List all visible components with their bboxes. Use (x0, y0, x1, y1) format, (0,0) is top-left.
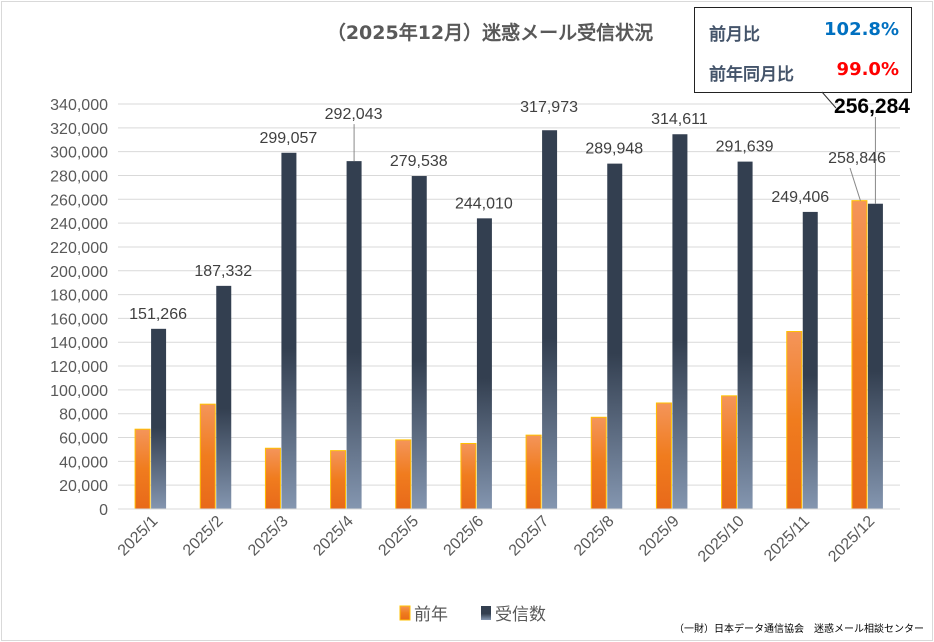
bar-received (346, 161, 362, 509)
legend-label-received: 受信数 (495, 605, 546, 625)
y-tick-label: 100,000 (50, 383, 108, 400)
data-label: 289,948 (585, 141, 643, 158)
bar-received (281, 152, 297, 510)
y-tick-label: 260,000 (50, 192, 108, 209)
x-tick-label: 2025/12 (825, 513, 878, 566)
y-tick-label: 120,000 (50, 359, 108, 376)
bar-received (476, 218, 492, 509)
data-label: 299,057 (259, 130, 317, 147)
y-tick-label: 40,000 (59, 454, 108, 471)
x-tick-label: 2025/10 (695, 513, 748, 566)
bar-received (411, 176, 427, 509)
x-tick-label: 2025/8 (571, 513, 618, 560)
x-tick-label: 2025/1 (115, 513, 162, 560)
bar-prev-year (395, 439, 412, 510)
mom-value: 102.8% (824, 19, 899, 40)
data-label: 279,538 (390, 153, 448, 170)
y-tick-label: 0 (99, 502, 108, 519)
y-tick-label: 80,000 (59, 407, 108, 424)
bar-prev-year (786, 331, 803, 510)
y-tick-label: 320,000 (50, 121, 108, 138)
bar-prev-year (264, 447, 281, 510)
data-label: 291,639 (716, 139, 774, 156)
data-label: 292,043 (325, 106, 383, 123)
bar-prev-year (330, 450, 347, 510)
summary-box: 前月比 102.8% 前年同月比 99.0% (694, 7, 912, 93)
mom-label: 前月比 (709, 25, 760, 45)
legend-label-prev-year: 前年 (414, 605, 448, 625)
data-label: 317,973 (520, 99, 578, 116)
bar-prev-year (721, 395, 738, 510)
x-tick-label: 2025/6 (441, 513, 488, 560)
y-tick-label: 60,000 (59, 431, 108, 448)
legend-swatch-received (481, 606, 491, 620)
y-tick-label: 140,000 (50, 335, 108, 352)
y-tick-label: 220,000 (50, 240, 108, 257)
data-label: 244,010 (455, 195, 513, 212)
bar-received (737, 161, 753, 509)
bar-prev-year (525, 434, 542, 510)
bar-prev-year (199, 403, 216, 510)
y-tick-label: 280,000 (50, 168, 108, 185)
data-label: 151,266 (129, 306, 187, 323)
legend-swatch-prev-year (399, 605, 411, 621)
label-leader (821, 91, 837, 109)
bar-received (672, 134, 688, 509)
data-label-prev-year: 258,846 (828, 150, 886, 167)
y-tick-label: 340,000 (50, 97, 108, 114)
data-label: 249,406 (771, 189, 829, 206)
bar-prev-year (655, 402, 672, 510)
bar-prev-year (460, 442, 477, 510)
bar-received (216, 285, 232, 509)
y-tick-label: 160,000 (50, 311, 108, 328)
data-label: 256,284 (834, 95, 910, 118)
yoy-value: 99.0% (836, 59, 899, 80)
y-tick-label: 180,000 (50, 288, 108, 305)
x-tick-label: 2025/3 (245, 513, 292, 560)
credit-text: （一財）日本データ通信協会 迷惑メール相談センター (674, 624, 924, 635)
bar-received (802, 211, 818, 509)
x-tick-label: 2025/2 (180, 513, 227, 560)
bar-received (607, 163, 623, 509)
bar-prev-year (134, 428, 151, 510)
x-tick-label: 2025/4 (310, 513, 357, 560)
data-label: 187,332 (194, 263, 252, 280)
bar-received (867, 203, 883, 510)
bar-prev-year (590, 416, 607, 510)
x-tick-label: 2025/9 (636, 513, 683, 560)
bar-received (542, 130, 558, 509)
y-tick-label: 200,000 (50, 264, 108, 281)
yoy-label: 前年同月比 (709, 65, 794, 85)
y-tick-label: 240,000 (50, 216, 108, 233)
bar-received (151, 328, 167, 509)
x-tick-label: 2025/7 (506, 513, 553, 560)
bar-prev-year (851, 200, 868, 510)
y-tick-label: 20,000 (59, 478, 108, 495)
data-label: 314,611 (651, 111, 708, 128)
x-tick-label: 2025/5 (375, 513, 422, 560)
label-leader (849, 167, 861, 201)
y-tick-label: 300,000 (50, 145, 108, 162)
chart-title: （2025年12月）迷惑メール受信状況 (326, 22, 654, 44)
x-tick-label: 2025/11 (761, 513, 813, 565)
